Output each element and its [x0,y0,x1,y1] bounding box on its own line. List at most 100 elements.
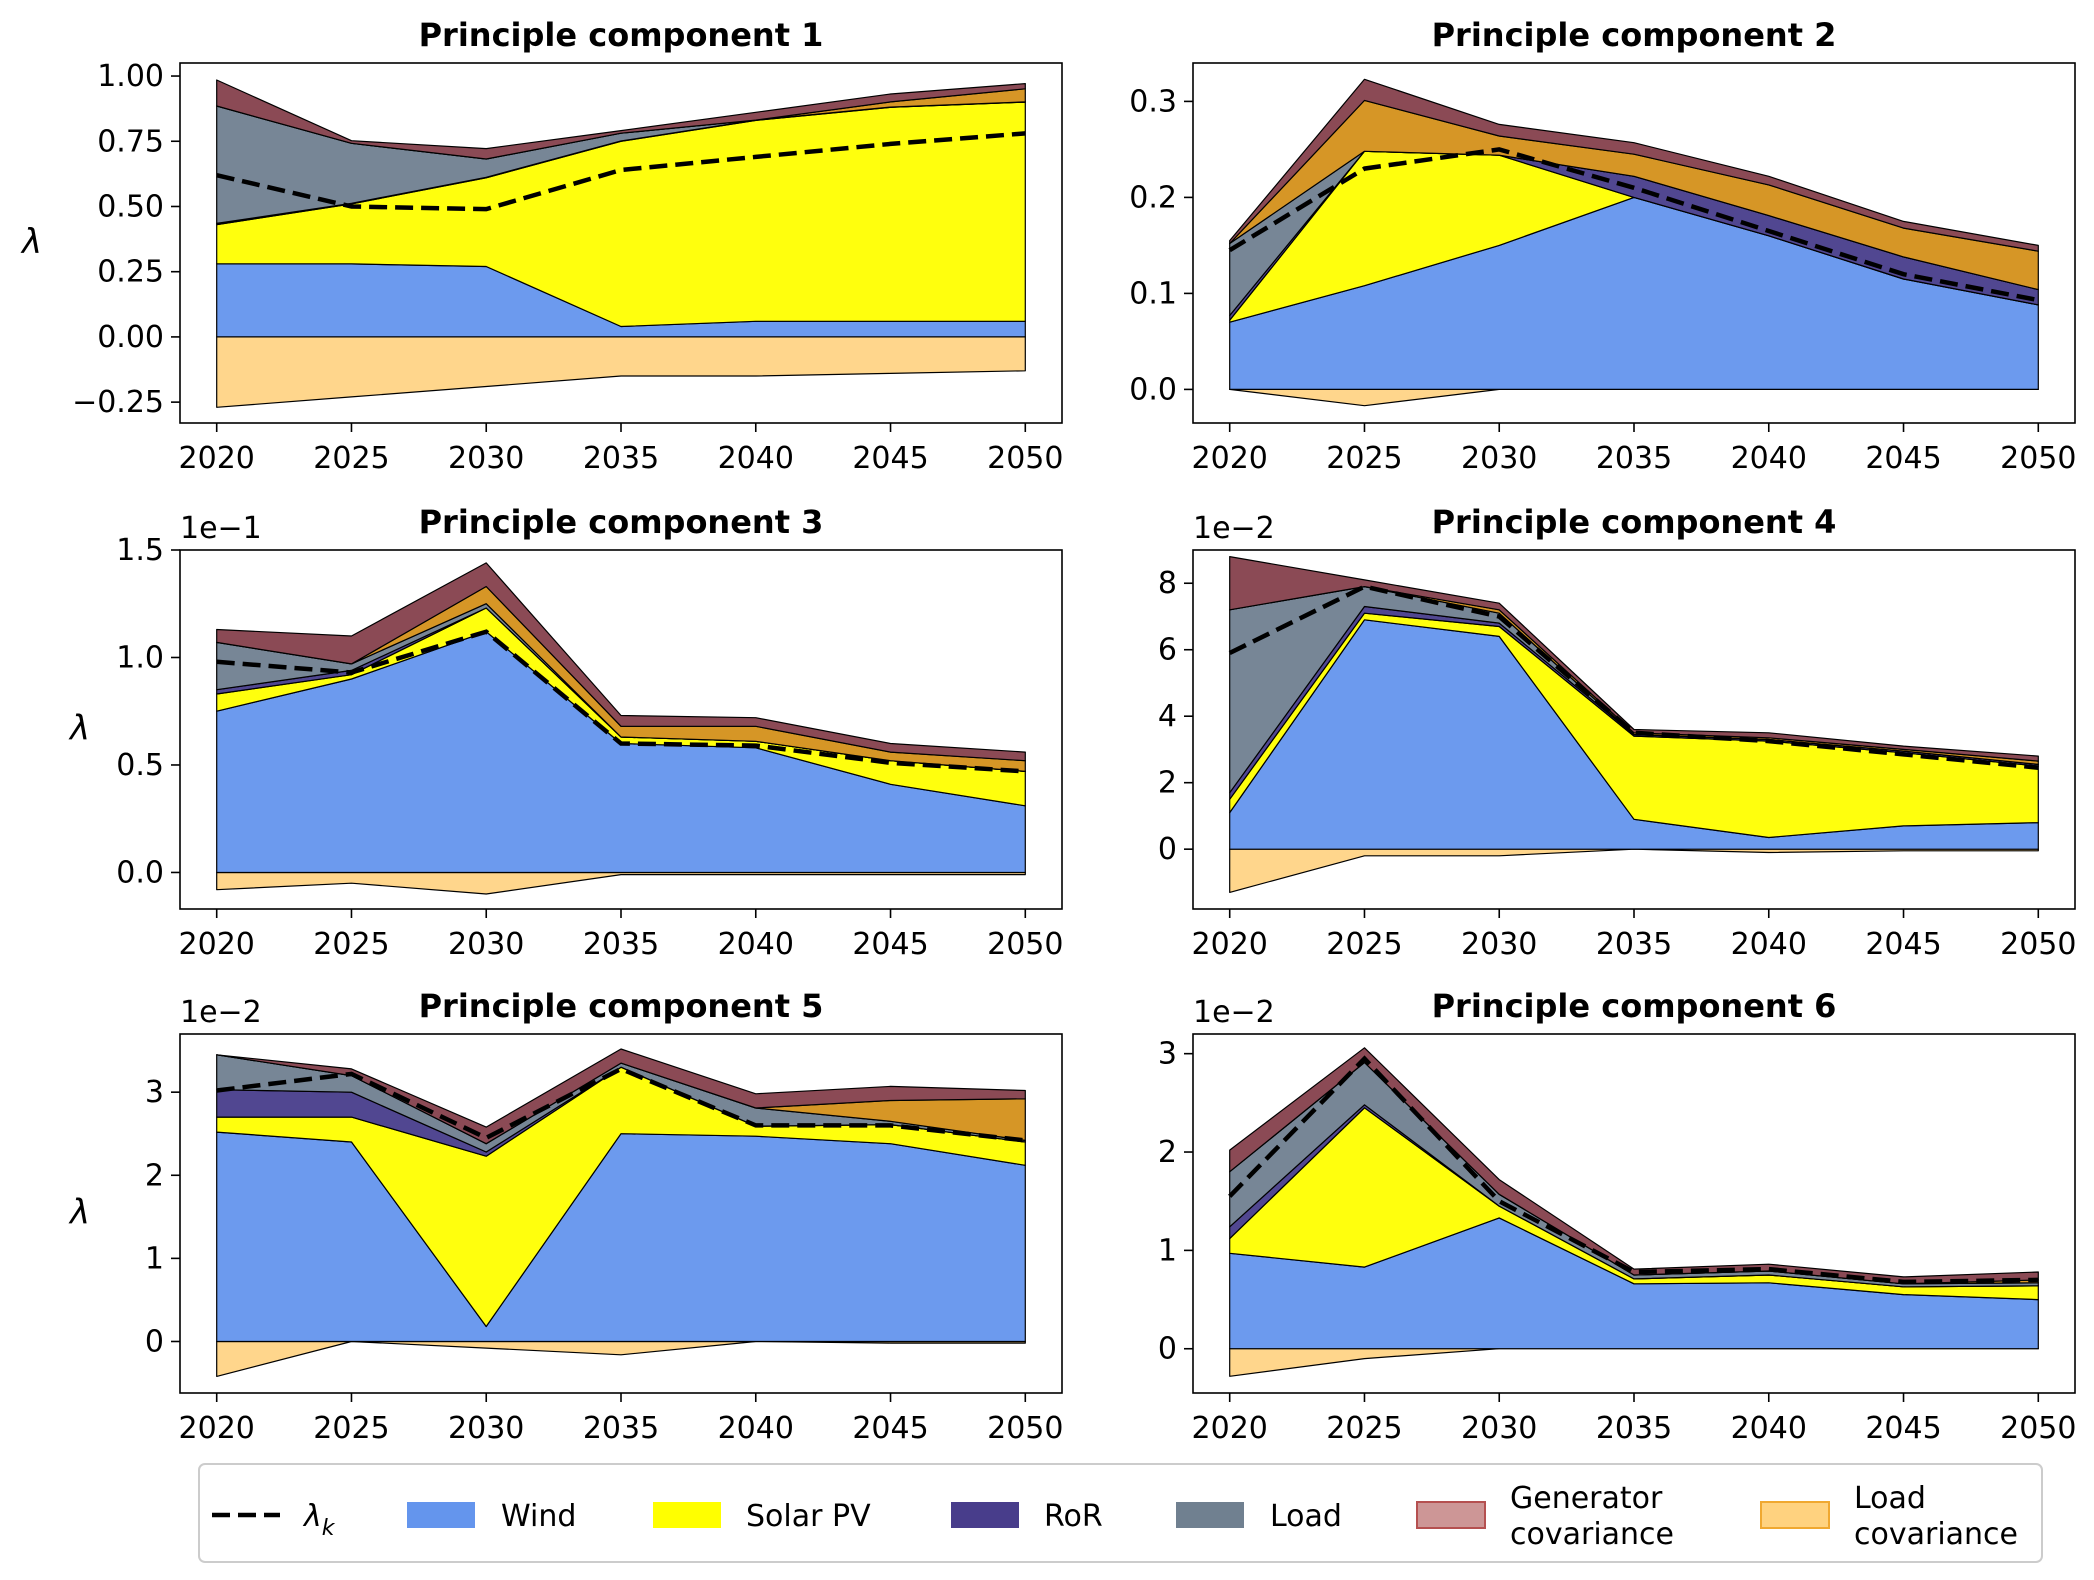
legend-item-load_cov: Load covariance [1760,1481,2018,1552]
plot-area [1228,556,2039,893]
y-tick-label: 0 [1158,832,1177,867]
panel-title: Principle component 3 [419,503,824,541]
panel-title: Principle component 2 [1432,16,1837,54]
y-tick-label: 2 [1158,1135,1177,1170]
y-axis-label: λ [68,709,90,749]
x-tick-label: 2045 [852,1411,928,1446]
area-load_cov-negative [1229,848,2039,893]
x-tick-label: 2050 [2000,441,2076,476]
area-load_cov-negative [1229,388,2039,407]
panel-1: 2020 2025 2030 2035 2040 2045 2050 −0.25 0.00 0.2… [20,16,1064,476]
y-tick-label: 0.75 [97,124,164,159]
x-tick-label: 2020 [1192,441,1268,476]
x-tick-label: 2035 [583,441,659,476]
plot-area [1228,1047,2039,1377]
lambda-k-line [216,629,1026,774]
x-tick-label: 2040 [718,1411,794,1446]
x-tick-label: 2025 [1326,1411,1402,1446]
x-tick-label: 2050 [2000,1411,2076,1446]
legend-swatch-wind [407,1502,475,1528]
plot-area [216,562,1026,895]
legend-label: Load covariance [1854,1481,2018,1552]
panel-5: 2020 2025 2030 2035 2040 2045 2050 0 1 2 3 Principl… [68,987,1064,1446]
plot-area [1228,78,2039,407]
area-gen_cov [1229,78,2039,252]
x-tick-label: 2030 [1461,441,1537,476]
legend-item-ror: RoR [951,1499,1103,1534]
x-tick-label: 2040 [1731,927,1807,962]
legend-item-gen_cov: Generator covariance [1416,1481,1674,1552]
legend-label: Solar PV [746,1499,871,1534]
y-tick-label: 1.0 [116,640,164,675]
y-tick-label: 0.0 [116,855,164,890]
legend-label: RoR [1044,1499,1103,1534]
y-multiplier: 1e−1 [180,511,262,546]
legend-label: Wind [501,1499,576,1534]
y-tick-label: 0.50 [97,189,164,224]
x-tick-label: 2035 [1596,927,1672,962]
y-tick-label: 8 [1158,566,1177,601]
x-tick-label: 2035 [583,927,659,962]
y-tick-label: 3 [145,1075,164,1110]
y-tick-label: 3 [1158,1037,1177,1072]
x-tick-label: 2020 [179,1411,255,1446]
x-tick-label: 2020 [1192,927,1268,962]
legend-item-solar: Solar PV [653,1499,871,1534]
legend-swatch-load [1176,1502,1244,1528]
y-tick-label: 0.0 [1129,372,1177,407]
y-axis-label: λ [68,1193,90,1233]
y-tick-label: 0.3 [1129,84,1177,119]
panel-title: Principle component 4 [1432,503,1837,541]
y-tick-label: −0.25 [72,385,164,420]
area-load_cov-negative [216,336,1026,408]
y-axis-label: λ [20,222,42,262]
y-tick-label: 0.00 [97,320,164,355]
plot-area [216,1048,1026,1377]
x-tick-label: 2025 [313,927,389,962]
x-tick-label: 2050 [2000,927,2076,962]
x-tick-label: 2025 [1326,927,1402,962]
y-tick-label: 0 [145,1324,164,1359]
x-tick-label: 2045 [1865,927,1941,962]
legend-label: Generator covariance [1510,1481,1674,1552]
y-tick-label: 1.5 [116,533,164,568]
y-tick-label: 1 [1158,1233,1177,1268]
legend-frame [198,1463,2043,1563]
y-tick-label: 4 [1158,699,1177,734]
y-tick-label: 0 [1158,1332,1177,1367]
y-tick-label: 2 [1158,766,1177,801]
x-tick-label: 2030 [1461,1411,1537,1446]
x-tick-label: 2040 [1731,441,1807,476]
x-tick-label: 2035 [1596,1411,1672,1446]
x-tick-label: 2030 [448,441,524,476]
panel-4: 2020 2025 2030 2035 2040 2045 2050 0 2 4 6 8 Princip… [1158,503,2077,962]
x-tick-label: 2045 [1865,1411,1941,1446]
panel-title: Principle component 5 [419,987,824,1025]
area-load_cov-negative [216,871,1026,895]
legend-item-load: Load [1176,1499,1342,1534]
panel-title: Principle component 6 [1432,987,1837,1025]
area-wind [216,1131,1026,1343]
legend-swatch-load_cov [1760,1501,1830,1529]
lambda-k-line [1228,1055,2039,1285]
x-tick-label: 2045 [852,441,928,476]
x-tick-label: 2050 [987,441,1063,476]
y-tick-label: 0.1 [1129,276,1177,311]
area-gen_cov [216,562,1026,762]
lambda-k-line [1228,147,2039,303]
lambda-k-line [216,1066,1026,1143]
x-tick-label: 2045 [1865,441,1941,476]
x-tick-label: 2030 [1461,927,1537,962]
y-tick-label: 1.00 [97,59,164,94]
x-tick-label: 2045 [852,927,928,962]
x-tick-label: 2040 [1731,1411,1807,1446]
y-tick-label: 0.2 [1129,180,1177,215]
x-tick-label: 2020 [179,927,255,962]
x-tick-label: 2020 [1192,1411,1268,1446]
panel-title: Principle component 1 [419,16,824,54]
y-tick-label: 1 [145,1241,164,1276]
lambda-k-line [216,131,1026,212]
x-tick-label: 2025 [313,1411,389,1446]
legend-swatch-solar [653,1502,721,1528]
